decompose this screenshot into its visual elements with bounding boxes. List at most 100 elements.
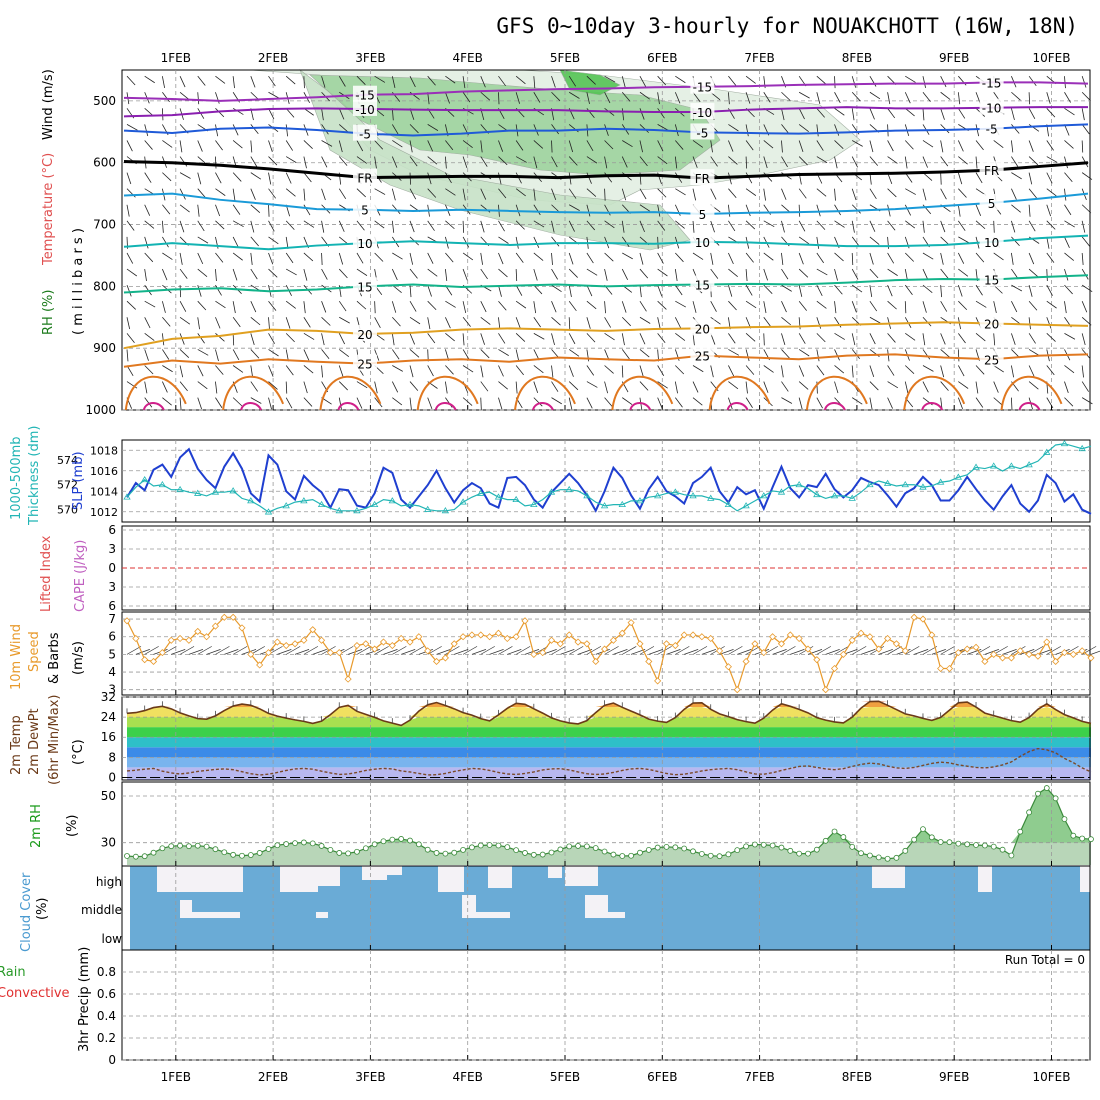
wind-speed-marker — [892, 640, 900, 648]
wind-barb — [639, 333, 646, 345]
wind-speed-marker — [724, 663, 732, 671]
wind-barb — [480, 316, 491, 325]
wind-barb — [1064, 301, 1067, 314]
rh-marker — [221, 849, 228, 856]
wind-barb — [197, 300, 207, 311]
date-label-bottom: 5FEB — [550, 1070, 580, 1084]
wind-barb — [144, 220, 155, 229]
cloud-clear-cell — [872, 866, 905, 888]
wind-barb — [515, 252, 524, 263]
wind-speed-marker — [273, 638, 281, 646]
wind-barb — [975, 92, 981, 104]
slp-line — [126, 447, 1092, 515]
wind-barb — [392, 140, 403, 148]
wind-barb — [957, 252, 965, 264]
wind-barb — [1046, 140, 1054, 151]
wind-barb — [144, 252, 154, 263]
wind-barb — [958, 236, 970, 244]
wind-barb — [179, 220, 185, 233]
wind-speed-marker — [211, 622, 220, 630]
isotherm-label-bg — [979, 193, 1004, 210]
wind-barb — [781, 349, 790, 359]
wind-barb-10m — [197, 646, 212, 655]
thickness-marker — [353, 507, 361, 514]
wind-barb — [1064, 220, 1075, 228]
wind-barb — [1028, 75, 1037, 87]
wind-barb — [1081, 91, 1091, 102]
wind-speed-marker — [176, 634, 184, 643]
wind-barb — [816, 188, 827, 197]
wind-barb-10m — [1090, 650, 1100, 655]
wind-barb-10m — [675, 646, 690, 655]
wind-barb — [197, 349, 209, 356]
rh-marker — [460, 847, 466, 853]
wind-barb — [940, 349, 950, 358]
wind-barb-10m — [401, 649, 416, 655]
cloud-clear-cell — [318, 866, 340, 886]
wind-speed-marker — [804, 645, 812, 653]
dewpoint-line — [126, 747, 1092, 776]
wind-barb — [798, 204, 801, 217]
wind-barb — [604, 75, 616, 83]
wind-barb — [869, 252, 874, 265]
wind-barb — [622, 397, 633, 405]
wind-barb — [215, 92, 220, 104]
wind-barb — [869, 365, 875, 377]
wind-barb — [958, 188, 967, 198]
wind-barb — [1064, 332, 1076, 340]
wind-speed-marker — [220, 613, 228, 621]
wind-barb — [940, 365, 945, 378]
temp-tick-label: 24 — [101, 710, 116, 724]
wind-barb — [816, 365, 825, 376]
wind-barb — [126, 172, 132, 185]
wind-barb — [568, 285, 572, 297]
isotherm-label-bg — [979, 314, 1004, 331]
wind-speed-marker — [353, 641, 361, 650]
thickness-marker — [742, 502, 750, 509]
wind-barb — [498, 300, 507, 311]
thickness-marker — [565, 485, 573, 493]
wind-barb — [1011, 91, 1021, 101]
rh-marker — [955, 840, 962, 847]
wind-speed-marker — [203, 633, 211, 641]
label-cloud: Cloud Cover — [19, 872, 34, 952]
wind-barb — [179, 156, 188, 167]
wind-barb — [515, 284, 523, 296]
isotherm-label: 15 — [357, 280, 372, 294]
wind-barb — [321, 156, 328, 168]
thickness-marker — [795, 480, 803, 488]
wind-barb — [887, 92, 891, 105]
wind-barb-10m — [498, 646, 513, 655]
wind-barb — [940, 156, 949, 167]
wind-barb — [586, 381, 598, 388]
wind-barb — [162, 381, 168, 393]
wind-barb — [162, 204, 171, 215]
wind-barb — [374, 75, 386, 83]
isotherm-label: FR — [357, 172, 372, 186]
wind-barb — [728, 252, 734, 265]
wind-barb — [657, 252, 664, 264]
wind-barb — [338, 75, 346, 87]
wind-barb — [1028, 300, 1038, 311]
wind-barb — [232, 220, 244, 228]
wind-barb — [993, 220, 995, 233]
thickness-marker — [919, 483, 927, 490]
isotherm-label-bg — [690, 123, 715, 140]
wind-barb — [816, 268, 828, 276]
wind-barb — [303, 365, 314, 374]
wind-barb — [621, 301, 627, 313]
wind-speed-marker — [1043, 638, 1051, 646]
wind-barb — [303, 301, 306, 314]
wind-barb — [161, 108, 164, 121]
wind-barb — [798, 397, 803, 410]
wind-barb-10m — [356, 646, 372, 655]
isotherm-label: -5 — [696, 126, 708, 140]
wind-barb — [144, 381, 148, 394]
thickness-marker — [972, 463, 980, 470]
wind-barb — [409, 76, 416, 88]
wind-barb — [904, 284, 913, 295]
wind-barb — [798, 124, 809, 132]
rh-marker — [486, 842, 493, 848]
wind-barb — [427, 172, 432, 185]
rh-shading-70 — [309, 74, 721, 176]
